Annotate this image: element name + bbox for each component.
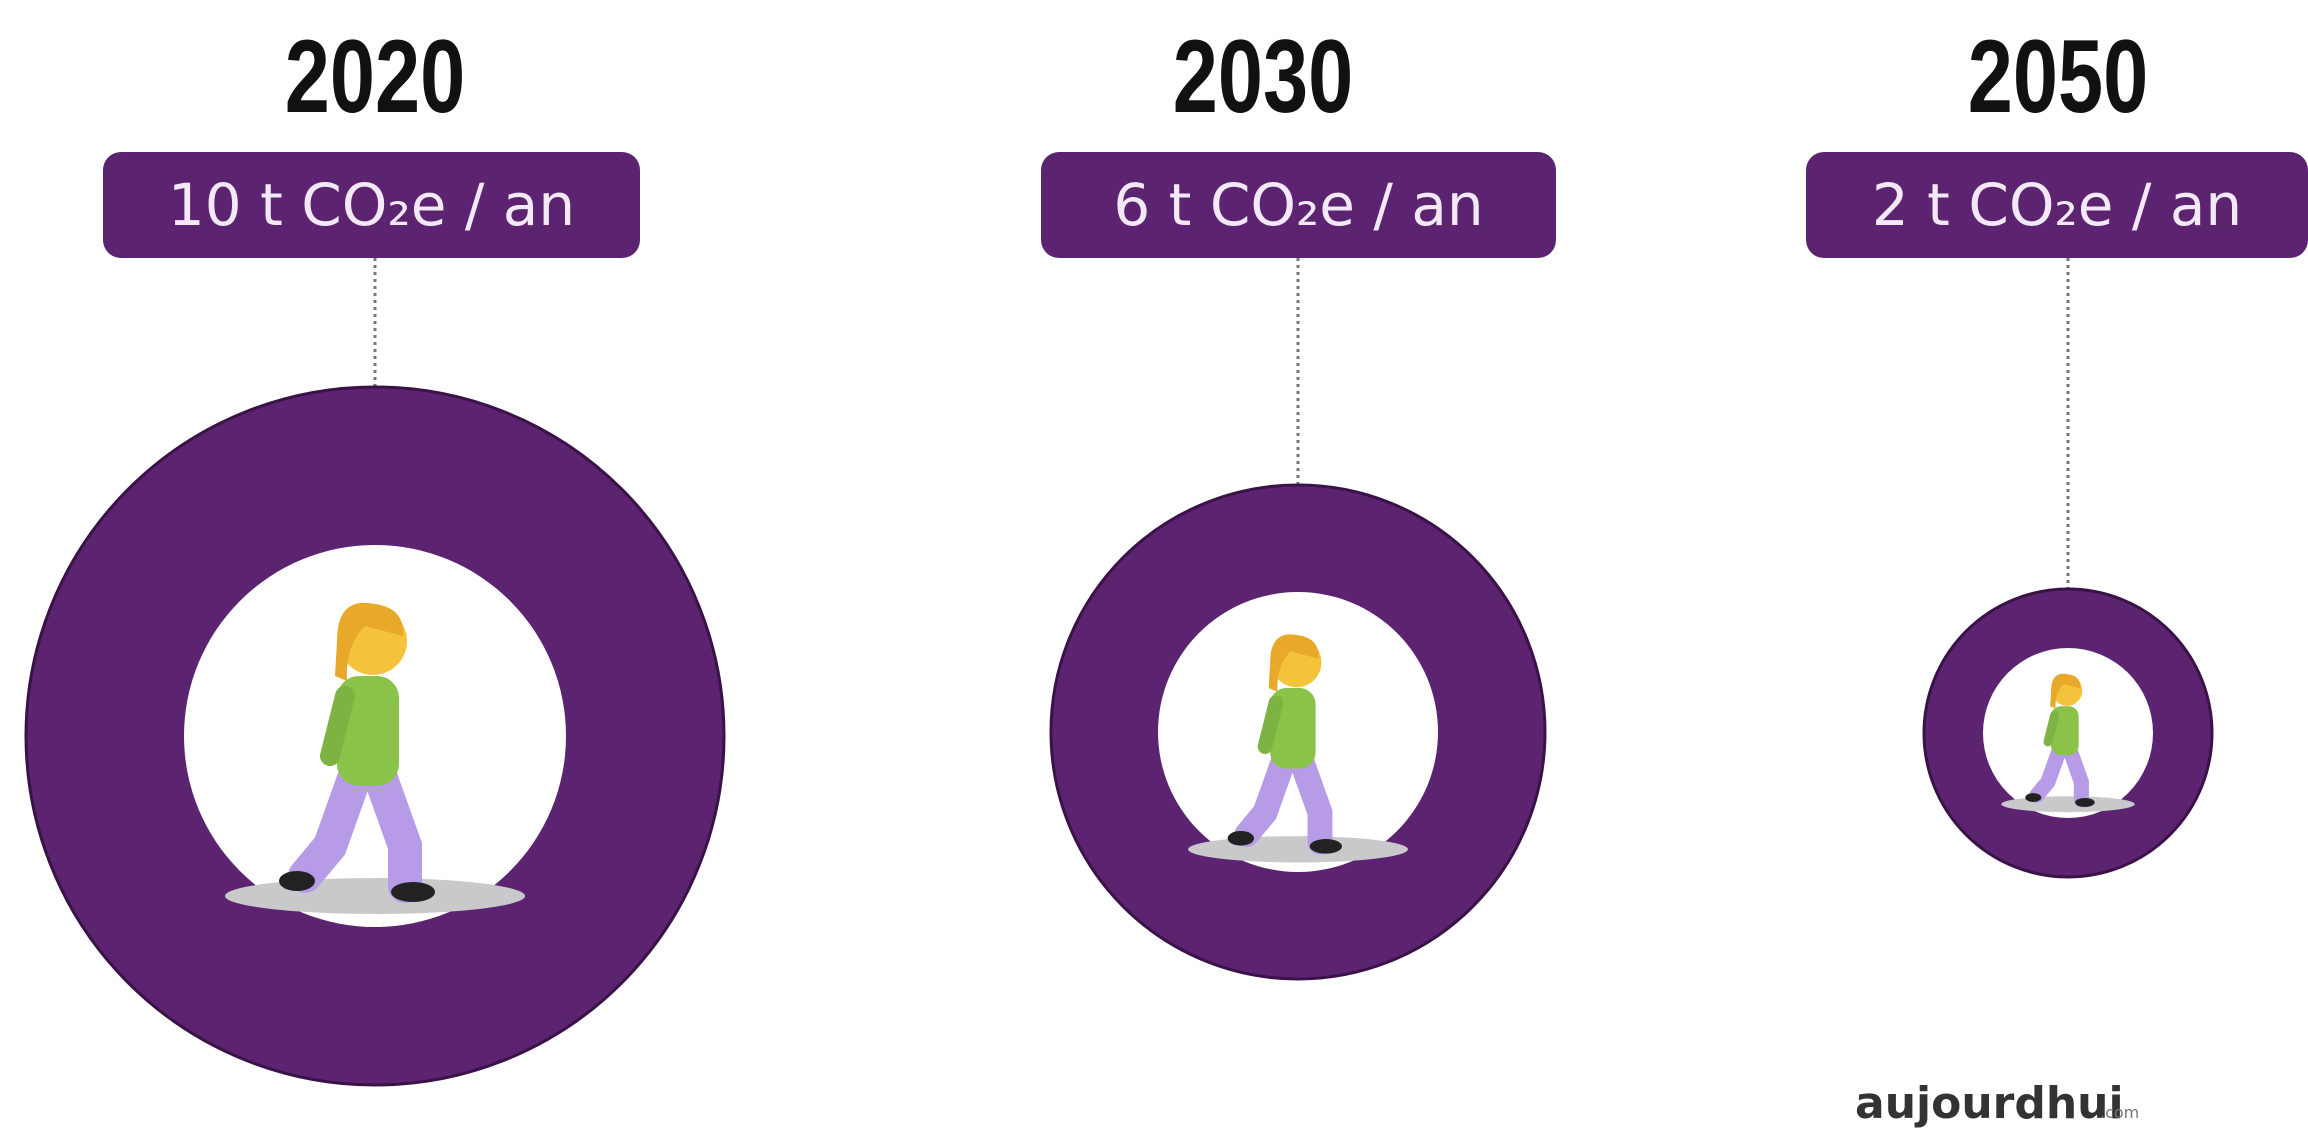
year: 2050: [1968, 18, 2148, 134]
label: 6 t CO₂e / an: [1113, 171, 1483, 239]
shoe: [2075, 797, 2095, 807]
ground: [225, 878, 525, 914]
logo-suffix: .com: [2100, 1103, 2139, 1122]
year: 2030: [1173, 18, 1353, 134]
shoe: [1309, 839, 1342, 854]
shoe: [1227, 830, 1255, 846]
shoe: [279, 871, 315, 891]
hair: [2050, 673, 2081, 709]
ground: [1188, 836, 1408, 863]
shoe: [2025, 793, 2042, 802]
label-badge: [1806, 152, 2308, 258]
year: 2020: [285, 18, 465, 134]
walker: [1188, 634, 1408, 863]
arm: [320, 686, 355, 766]
label-badge: [103, 152, 640, 258]
logo: aujourdhui: [1855, 1078, 2124, 1129]
label: 2 t CO₂e / an: [1872, 171, 2242, 239]
legs: [288, 759, 422, 903]
arm: [1257, 695, 1284, 754]
hair: [1268, 634, 1319, 692]
label-badge: [1041, 152, 1556, 258]
legs: [2029, 743, 2089, 808]
walker: [2001, 673, 2135, 813]
legs: [1234, 748, 1333, 855]
arm: [2043, 710, 2060, 747]
walker: [225, 602, 525, 914]
ground: [2001, 796, 2135, 813]
label: 10 t CO₂e / an: [168, 171, 575, 239]
hair: [335, 602, 404, 681]
shoe: [391, 882, 435, 902]
